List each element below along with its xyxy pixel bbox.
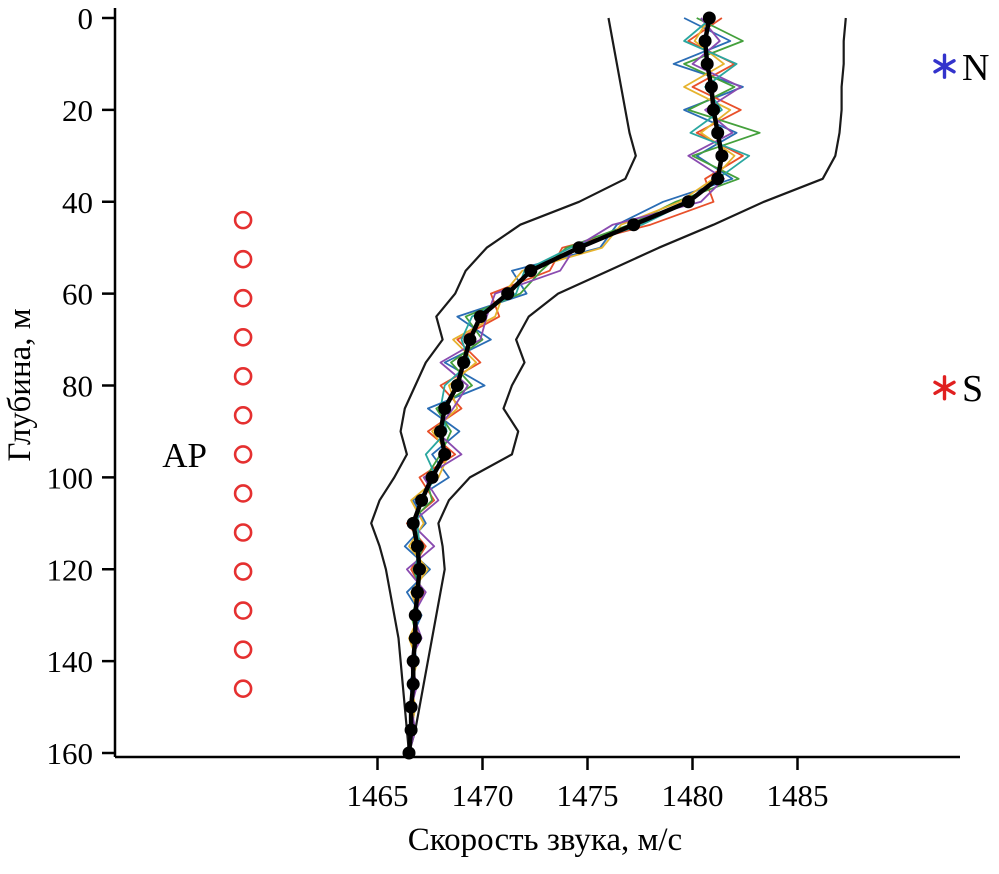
mean-profile-point — [524, 264, 538, 278]
mean-profile-point — [711, 126, 725, 140]
legend-label-n: N — [962, 47, 989, 89]
y-axis-label: Глубина, м — [2, 308, 38, 461]
mean-profile-point — [425, 470, 439, 484]
array-element-marker — [233, 288, 253, 308]
y-tick-label: 20 — [62, 93, 93, 128]
mean-profile-point — [406, 677, 420, 691]
y-tick-label: 100 — [47, 460, 94, 495]
mean-profile-point — [501, 287, 515, 301]
mean-profile-point — [408, 631, 422, 645]
y-tick-label: 0 — [78, 1, 94, 36]
array-element-marker — [233, 367, 253, 386]
mean-profile-point — [415, 493, 429, 507]
array-element-marker — [233, 484, 253, 503]
mean-profile-point — [450, 379, 464, 392]
mean-profile-point — [700, 57, 714, 71]
mean-profile-point — [707, 103, 720, 117]
array-element-marker — [233, 249, 253, 269]
mean-profile-point — [715, 149, 729, 163]
legend-label-s: S — [962, 368, 983, 410]
array-element-marker — [233, 210, 253, 230]
x-tick-label: 1480 — [662, 778, 724, 813]
mean-profile-point — [438, 401, 452, 415]
envelope-max-line — [407, 17, 847, 754]
mean-profile-point — [404, 723, 418, 737]
x-tick-label: 1465 — [347, 778, 409, 813]
mean-profile-point — [413, 562, 426, 576]
mean-profile-point — [434, 424, 447, 438]
array-element-marker — [233, 679, 253, 698]
array-element-marker — [233, 327, 253, 347]
mean-profile-point — [702, 11, 716, 25]
array-label: АР — [162, 436, 207, 475]
station-n-asterisk-icon — [933, 59, 956, 74]
mean-profile-point — [704, 80, 718, 94]
mean-profile-point — [463, 333, 477, 347]
y-tick-label: 120 — [47, 552, 94, 587]
array-element-marker — [233, 406, 253, 425]
y-tick-label: 40 — [62, 185, 93, 220]
mean-profile-point — [572, 241, 586, 255]
x-axis-label: Скорость звука, м/с — [408, 822, 682, 858]
mean-profile-point — [402, 746, 416, 760]
mean-profile-point — [406, 516, 420, 530]
mean-profile-point — [404, 700, 418, 714]
mean-profile-point — [711, 172, 725, 186]
array-element-marker — [233, 523, 253, 542]
mean-profile-point — [698, 34, 712, 48]
y-tick-label: 160 — [47, 736, 94, 771]
mean-profile-point — [410, 539, 424, 553]
y-tick-label: 60 — [62, 277, 93, 312]
x-tick-label: 1485 — [767, 778, 829, 813]
mean-profile-point — [681, 195, 695, 209]
mean-profile-point — [457, 356, 471, 370]
mean-profile-point — [408, 608, 422, 622]
array-element-marker — [233, 640, 253, 659]
mean-profile-point — [410, 585, 424, 599]
envelope-min-line — [370, 17, 637, 754]
array-element-marker — [233, 445, 253, 464]
y-tick-label: 140 — [47, 644, 94, 679]
mean-profile-point — [473, 310, 487, 324]
mean-profile-point — [438, 447, 452, 461]
mean-profile-point — [406, 654, 420, 668]
array-element-marker — [233, 601, 253, 620]
x-tick-label: 1475 — [557, 778, 619, 813]
y-tick-label: 80 — [62, 369, 93, 404]
x-tick-label: 1470 — [452, 778, 514, 813]
station-s-asterisk-icon — [933, 380, 956, 395]
chart-generated-layer: 0 20 40 60 80 100 120 140 160 1465 1470 1475 1480 148… — [47, 1, 960, 813]
array-element-marker — [233, 562, 253, 581]
mean-profile-point — [627, 218, 641, 232]
